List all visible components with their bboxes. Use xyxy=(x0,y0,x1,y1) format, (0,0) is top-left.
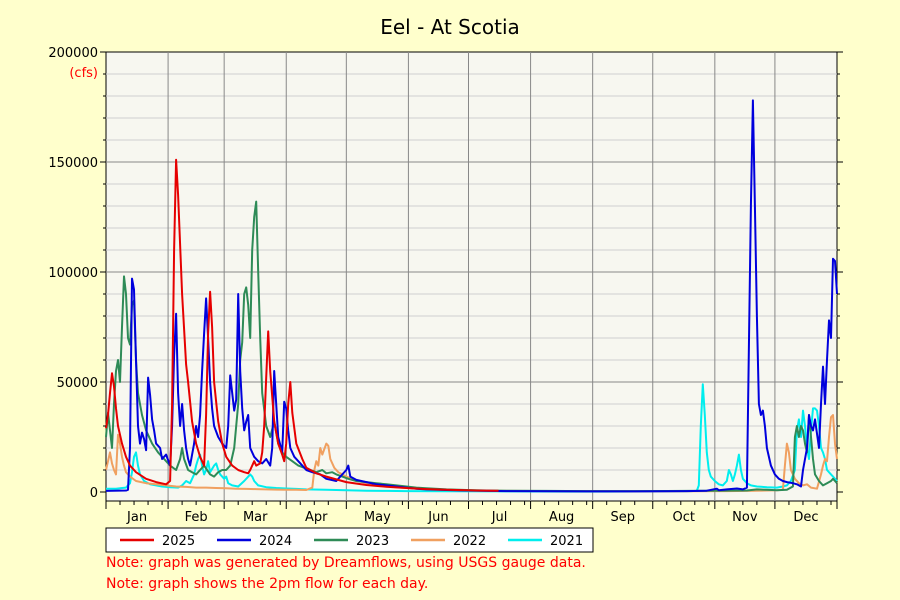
x-tick-label: Feb xyxy=(185,510,208,525)
legend: 2025 2024 2023 2022 2021 xyxy=(105,527,594,553)
y-tick-label: 100000 xyxy=(48,266,98,281)
series-line-2025 xyxy=(105,158,499,492)
y-tick-label: 200000 xyxy=(48,46,98,61)
note-flow-time: Note: graph shows the 2pm flow for each … xyxy=(106,576,429,592)
axes: 0 50000 100000 150000 200000 Jan Feb Mar Apr May J… xyxy=(48,46,843,525)
series-line-2024 xyxy=(105,99,838,493)
x-tick-label: Aug xyxy=(549,510,574,525)
x-tick-label: Oct xyxy=(673,510,695,525)
series-line-2022 xyxy=(105,414,838,493)
legend-label-2022: 2022 xyxy=(453,534,486,549)
x-tick-label: Jul xyxy=(491,510,508,525)
x-tick-label: May xyxy=(364,510,391,525)
note-source: Note: graph was generated by Dreamflows,… xyxy=(106,555,586,571)
legend-label-2023: 2023 xyxy=(356,534,389,549)
y-tick-label: 0 xyxy=(90,486,98,501)
x-tick-label: Jan xyxy=(126,510,147,525)
chart-title: Eel - At Scotia xyxy=(380,15,520,39)
x-tick-label: Sep xyxy=(610,510,635,525)
y-tick-label: 50000 xyxy=(57,376,98,391)
legend-label-2025: 2025 xyxy=(162,534,195,549)
x-tick-label: Mar xyxy=(243,510,268,525)
series-group xyxy=(105,99,838,493)
x-tick-label: Dec xyxy=(793,510,818,525)
legend-label-2024: 2024 xyxy=(259,534,292,549)
x-tick-label: Apr xyxy=(305,510,328,525)
y-unit-label: (cfs) xyxy=(69,66,98,81)
y-tick-label: 150000 xyxy=(48,156,98,171)
plot-area xyxy=(105,51,838,502)
legend-label-2021: 2021 xyxy=(550,534,583,549)
grid-lines xyxy=(106,52,837,501)
x-tick-label: Nov xyxy=(732,510,758,525)
x-tick-label: Jun xyxy=(427,510,448,525)
